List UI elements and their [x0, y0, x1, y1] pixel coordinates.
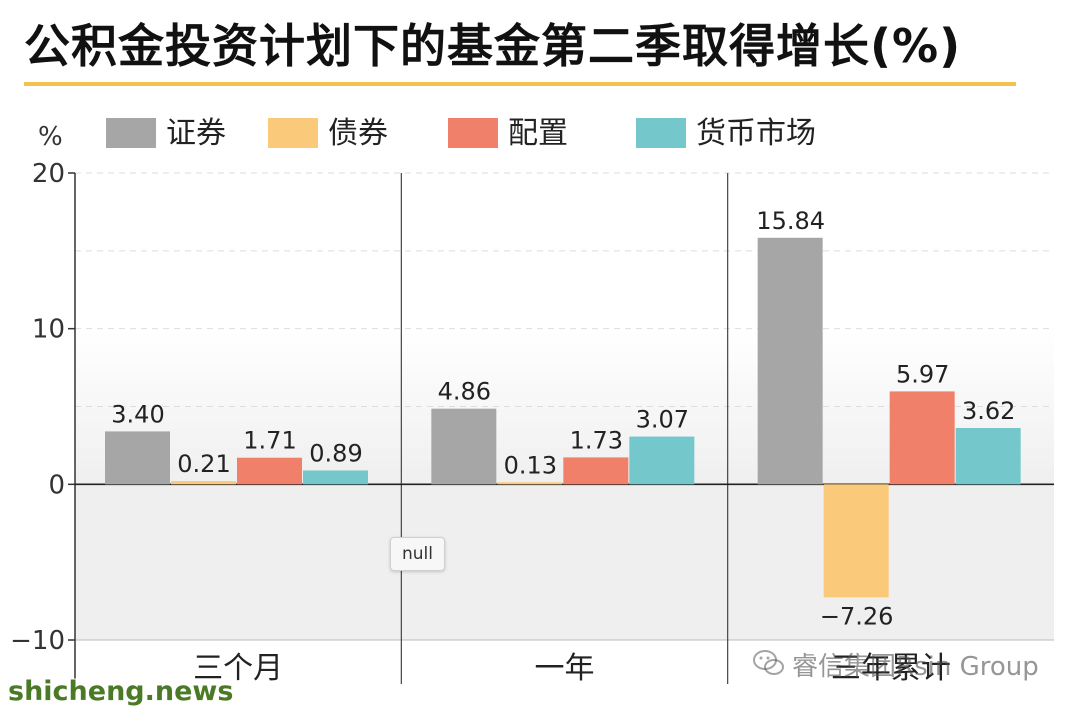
legend-label: 债券 — [328, 116, 388, 151]
legend-label: 配置 — [508, 116, 568, 151]
data-label: −7.26 — [820, 602, 894, 630]
bar — [955, 427, 1021, 485]
data-label: 0.21 — [177, 450, 230, 478]
y-tick-label: −10 — [10, 626, 65, 656]
y-axis-unit: % — [38, 122, 63, 152]
bar — [431, 408, 497, 485]
legend-swatch — [636, 118, 686, 148]
category-label: 三年累计 — [831, 651, 951, 686]
data-label: 1.73 — [570, 426, 623, 454]
chart-title: 公积金投资计划下的基金第二季取得增长(%) — [24, 19, 962, 73]
data-label: 0.13 — [504, 451, 557, 479]
data-label: 3.07 — [636, 406, 689, 434]
legend-label: 货币市场 — [696, 116, 816, 151]
bar — [889, 391, 955, 485]
y-tick-label: 0 — [48, 470, 65, 500]
bar — [563, 457, 629, 485]
brand-watermark: 睿信集团Rsin Group — [792, 652, 1039, 682]
bar — [171, 481, 236, 485]
data-label: 15.84 — [756, 207, 825, 235]
bar — [629, 436, 695, 485]
legend-swatch — [448, 118, 498, 148]
bar — [105, 431, 170, 485]
y-tick-label: 10 — [32, 315, 65, 345]
legend-swatch — [268, 118, 318, 148]
bar — [497, 482, 563, 485]
data-label: 5.97 — [896, 360, 949, 388]
data-label: 4.86 — [438, 378, 491, 406]
legend-swatch — [106, 118, 156, 148]
data-label: 3.40 — [111, 400, 164, 428]
category-label: 三个月 — [193, 651, 283, 686]
legend-label: 证券 — [166, 116, 226, 151]
bar — [757, 237, 823, 485]
title-underline — [24, 82, 1016, 86]
category-label: 一年 — [535, 651, 595, 686]
data-label: 0.89 — [309, 439, 362, 467]
y-tick-label: 20 — [32, 159, 65, 189]
bar — [237, 457, 302, 485]
bar — [303, 470, 368, 485]
data-label: 3.62 — [962, 397, 1015, 425]
wechat-icon — [753, 650, 784, 675]
plot-background-lower — [75, 484, 1054, 640]
null-tooltip: null — [390, 537, 445, 571]
bar — [823, 484, 889, 598]
data-label: 1.71 — [243, 427, 296, 455]
site-watermark: shicheng.news — [8, 676, 234, 707]
